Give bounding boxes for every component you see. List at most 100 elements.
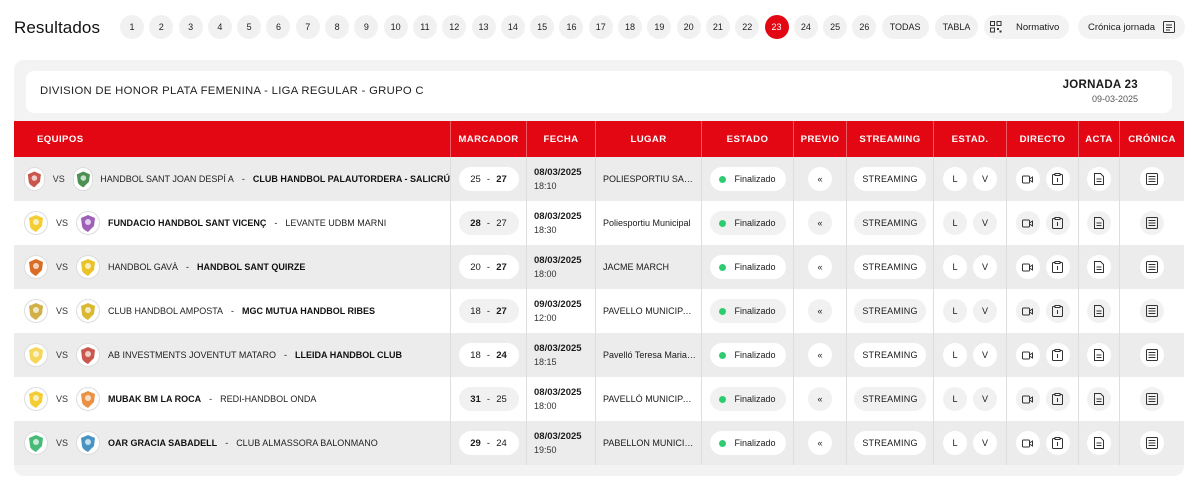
jornada-button-9[interactable]: 9 — [354, 15, 379, 39]
previo-button[interactable]: « — [808, 255, 832, 279]
streaming-button[interactable]: STREAMING — [854, 387, 926, 411]
home-team-logo[interactable] — [24, 343, 48, 367]
away-team-logo[interactable] — [76, 387, 101, 411]
previo-button[interactable]: « — [808, 431, 832, 455]
estad-visitor-button[interactable]: V — [973, 211, 997, 235]
away-team-logo[interactable] — [76, 343, 101, 367]
streaming-button[interactable]: STREAMING — [854, 167, 926, 191]
streaming-button[interactable]: STREAMING — [854, 211, 926, 235]
jornada-button-18[interactable]: 18 — [618, 15, 643, 39]
tabla-button[interactable]: TABLA — [934, 15, 979, 39]
estad-visitor-button[interactable]: V — [973, 299, 997, 323]
live-clipboard-button[interactable] — [1045, 299, 1070, 323]
estad-visitor-button[interactable]: V — [973, 431, 997, 455]
home-team-name[interactable]: CLUB HANDBOL AMPOSTA — [108, 306, 224, 316]
live-clipboard-button[interactable] — [1045, 431, 1070, 455]
jornada-button-20[interactable]: 20 — [676, 15, 701, 39]
away-team-logo[interactable] — [76, 211, 101, 235]
cronica-button[interactable] — [1140, 343, 1164, 367]
streaming-button[interactable]: STREAMING — [854, 431, 926, 455]
jornada-button-11[interactable]: 11 — [412, 15, 437, 39]
home-team-name[interactable]: AB INVESTMENTS JOVENTUT MATARO — [108, 350, 277, 360]
estad-visitor-button[interactable]: V — [973, 255, 997, 279]
cronica-button[interactable] — [1140, 211, 1164, 235]
acta-button[interactable] — [1087, 167, 1111, 191]
live-clipboard-button[interactable] — [1045, 387, 1070, 411]
home-team-name[interactable]: MUBAK BM LA ROCA — [108, 394, 202, 404]
acta-button[interactable] — [1087, 387, 1111, 411]
away-team-logo[interactable] — [76, 255, 101, 279]
estad-visitor-button[interactable]: V — [973, 387, 997, 411]
cronica-button[interactable] — [1140, 387, 1164, 411]
jornada-button-6[interactable]: 6 — [266, 15, 291, 39]
estad-local-button[interactable]: L — [943, 431, 967, 455]
jornada-button-15[interactable]: 15 — [530, 15, 555, 39]
away-team-name[interactable]: MGC MUTUA HANDBOL RIBES — [242, 306, 376, 316]
streaming-button[interactable]: STREAMING — [854, 255, 926, 279]
estad-local-button[interactable]: L — [943, 255, 967, 279]
jornada-button-16[interactable]: 16 — [559, 15, 584, 39]
home-team-name[interactable]: HANDBOL SANT JOAN DESPÍ A — [100, 174, 234, 184]
video-button[interactable] — [1015, 431, 1040, 455]
jornada-button-2[interactable]: 2 — [149, 15, 174, 39]
jornada-button-22[interactable]: 22 — [735, 15, 760, 39]
jornada-button-10[interactable]: 10 — [383, 15, 408, 39]
home-team-name[interactable]: FUNDACIO HANDBOL SANT VICENÇ — [108, 218, 267, 228]
estad-local-button[interactable]: L — [943, 343, 967, 367]
previo-button[interactable]: « — [808, 299, 832, 323]
away-team-name[interactable]: CLUB HANDBOL PALAUTORDERA - SALICRÚ — [252, 174, 451, 184]
video-button[interactable] — [1015, 167, 1040, 191]
jornada-button-25[interactable]: 25 — [823, 15, 848, 39]
jornada-button-1[interactable]: 1 — [120, 15, 144, 39]
jornada-button-19[interactable]: 19 — [647, 15, 672, 39]
live-clipboard-button[interactable] — [1045, 255, 1070, 279]
home-team-name[interactable]: HANDBOL GAVÀ — [108, 262, 179, 272]
jornada-button-24[interactable]: 24 — [793, 15, 818, 39]
estad-local-button[interactable]: L — [943, 299, 967, 323]
video-button[interactable] — [1015, 387, 1040, 411]
jornada-button-13[interactable]: 13 — [471, 15, 496, 39]
cronica-button[interactable] — [1140, 299, 1164, 323]
live-clipboard-button[interactable] — [1045, 167, 1070, 191]
todas-button[interactable]: TODAS — [881, 15, 929, 39]
cronica-button[interactable] — [1140, 255, 1164, 279]
jornada-button-23[interactable]: 23 — [764, 15, 789, 39]
jornada-button-26[interactable]: 26 — [852, 15, 877, 39]
estad-local-button[interactable]: L — [943, 211, 967, 235]
acta-button[interactable] — [1087, 299, 1111, 323]
jornada-button-21[interactable]: 21 — [705, 15, 730, 39]
jornada-button-7[interactable]: 7 — [295, 15, 320, 39]
away-team-logo[interactable] — [76, 299, 101, 323]
previo-button[interactable]: « — [808, 167, 832, 191]
jornada-button-14[interactable]: 14 — [500, 15, 525, 39]
video-button[interactable] — [1015, 299, 1040, 323]
previo-button[interactable]: « — [808, 343, 832, 367]
jornada-button-17[interactable]: 17 — [588, 15, 613, 39]
acta-button[interactable] — [1087, 255, 1111, 279]
home-team-logo[interactable] — [24, 211, 48, 235]
video-button[interactable] — [1015, 343, 1040, 367]
cronica-jornada-button[interactable]: Crónica jornada — [1078, 15, 1186, 39]
estad-local-button[interactable]: L — [943, 167, 967, 191]
away-team-name[interactable]: CLUB ALMASSORA BALONMANO — [236, 438, 378, 448]
previo-button[interactable]: « — [808, 387, 832, 411]
live-clipboard-button[interactable] — [1045, 343, 1070, 367]
streaming-button[interactable]: STREAMING — [854, 299, 926, 323]
away-team-name[interactable]: HANDBOL SANT QUIRZE — [197, 262, 306, 272]
video-button[interactable] — [1015, 255, 1040, 279]
home-team-name[interactable]: OAR GRACIA SABADELL — [108, 438, 218, 448]
cronica-button[interactable] — [1140, 431, 1164, 455]
previo-button[interactable]: « — [808, 211, 832, 235]
normativo-button[interactable]: Normativo — [984, 15, 1070, 39]
away-team-logo[interactable] — [76, 431, 101, 455]
away-team-logo[interactable] — [72, 167, 94, 191]
acta-button[interactable] — [1087, 211, 1111, 235]
acta-button[interactable] — [1087, 343, 1111, 367]
jornada-button-5[interactable]: 5 — [237, 15, 262, 39]
home-team-logo[interactable] — [24, 255, 48, 279]
video-button[interactable] — [1015, 211, 1040, 235]
jornada-button-8[interactable]: 8 — [325, 15, 350, 39]
live-clipboard-button[interactable] — [1045, 211, 1070, 235]
estad-visitor-button[interactable]: V — [973, 167, 997, 191]
jornada-button-4[interactable]: 4 — [207, 15, 232, 39]
